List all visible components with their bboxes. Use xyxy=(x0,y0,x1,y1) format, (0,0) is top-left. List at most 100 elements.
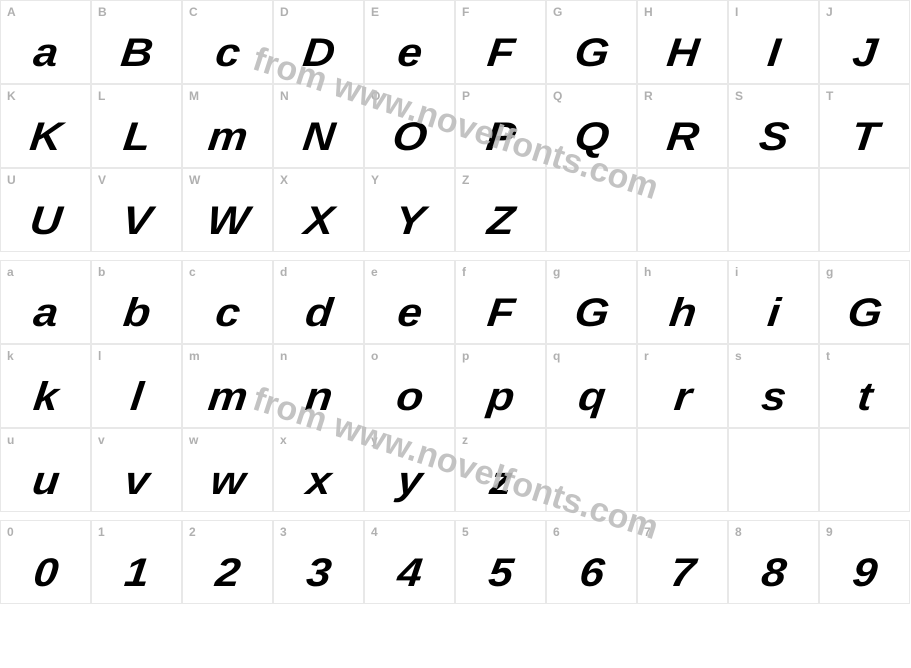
cell-glyph: H xyxy=(631,33,734,73)
glyph-cell: UU xyxy=(0,168,91,252)
cell-glyph: G xyxy=(540,33,643,73)
cell-glyph: h xyxy=(631,293,734,333)
cell-label: t xyxy=(826,349,830,363)
cell-glyph: J xyxy=(813,33,911,73)
cell-label: C xyxy=(189,5,198,19)
row-upper-UZ: UUVVWWXXYYZZ xyxy=(0,168,910,252)
cell-label: c xyxy=(189,265,196,279)
glyph-cell: 00 xyxy=(0,520,91,604)
cell-label: l xyxy=(98,349,101,363)
glyph-cell: NN xyxy=(273,84,364,168)
glyph-cell: FF xyxy=(455,0,546,84)
cell-glyph: G xyxy=(540,293,643,333)
cell-glyph: m xyxy=(176,377,279,417)
glyph-cell: ZZ xyxy=(455,168,546,252)
glyph-cell: Mm xyxy=(182,84,273,168)
glyph-cell: fF xyxy=(455,260,546,344)
glyph-cell: zz xyxy=(455,428,546,512)
glyph-cell: qq xyxy=(546,344,637,428)
cell-glyph: s xyxy=(722,377,825,417)
font-character-map: AaBBCcDDEeFFGGHHIIJJ KKLLMmNNOOPPQQRRSST… xyxy=(0,0,911,668)
glyph-cell: OO xyxy=(364,84,455,168)
glyph-cell: vv xyxy=(91,428,182,512)
glyph-cell: Cc xyxy=(182,0,273,84)
cell-label: V xyxy=(98,173,106,187)
cell-glyph: 9 xyxy=(813,553,911,593)
cell-glyph: W xyxy=(176,201,279,241)
glyph-cell xyxy=(637,428,728,512)
cell-label: L xyxy=(98,89,105,103)
cell-glyph: t xyxy=(813,377,911,417)
cell-label: E xyxy=(371,5,379,19)
cell-label: Z xyxy=(462,173,469,187)
glyph-cell: uu xyxy=(0,428,91,512)
cell-glyph: 1 xyxy=(85,553,188,593)
glyph-cell: YY xyxy=(364,168,455,252)
cell-label: p xyxy=(462,349,469,363)
cell-glyph: N xyxy=(267,117,370,157)
glyph-cell: GG xyxy=(546,0,637,84)
cell-glyph: o xyxy=(358,377,461,417)
cell-glyph: F xyxy=(449,33,552,73)
glyph-cell: cc xyxy=(182,260,273,344)
cell-label: D xyxy=(280,5,289,19)
glyph-cell: 44 xyxy=(364,520,455,604)
glyph-cell: PP xyxy=(455,84,546,168)
cell-glyph: 3 xyxy=(267,553,370,593)
glyph-cell xyxy=(819,168,910,252)
glyph-cell: TT xyxy=(819,84,910,168)
cell-glyph: P xyxy=(449,117,552,157)
cell-label: o xyxy=(371,349,378,363)
cell-label: Q xyxy=(553,89,562,103)
cell-glyph: K xyxy=(0,117,97,157)
cell-label: G xyxy=(553,5,562,19)
cell-label: r xyxy=(644,349,649,363)
cell-label: f xyxy=(462,265,466,279)
glyph-cell: 11 xyxy=(91,520,182,604)
cell-glyph: 4 xyxy=(358,553,461,593)
glyph-cell: KK xyxy=(0,84,91,168)
cell-glyph: D xyxy=(267,33,370,73)
cell-glyph: a xyxy=(0,293,97,333)
cell-glyph: F xyxy=(449,293,552,333)
glyph-cell: Aa xyxy=(0,0,91,84)
cell-label: e xyxy=(371,265,378,279)
glyph-cell: yy xyxy=(364,428,455,512)
glyph-cell: aa xyxy=(0,260,91,344)
cell-glyph: 0 xyxy=(0,553,97,593)
cell-glyph: w xyxy=(176,461,279,501)
glyph-cell: kk xyxy=(0,344,91,428)
cell-label: I xyxy=(735,5,738,19)
glyph-cell: ll xyxy=(91,344,182,428)
cell-label: y xyxy=(371,433,378,447)
cell-label: n xyxy=(280,349,287,363)
cell-glyph: e xyxy=(358,33,461,73)
row-upper-KT: KKLLMmNNOOPPQQRRSSTT xyxy=(0,84,910,168)
glyph-cell xyxy=(728,168,819,252)
cell-label: 9 xyxy=(826,525,833,539)
glyph-cell: SS xyxy=(728,84,819,168)
cell-label: g xyxy=(553,265,560,279)
cell-glyph: 5 xyxy=(449,553,552,593)
glyph-cell: gG xyxy=(819,260,910,344)
glyph-cell xyxy=(546,428,637,512)
cell-label: U xyxy=(7,173,16,187)
cell-label: 5 xyxy=(462,525,469,539)
cell-label: 7 xyxy=(644,525,651,539)
glyph-cell: II xyxy=(728,0,819,84)
glyph-cell: QQ xyxy=(546,84,637,168)
cell-label: 2 xyxy=(189,525,196,539)
cell-label: z xyxy=(462,433,468,447)
cell-glyph: O xyxy=(358,117,461,157)
cell-glyph: T xyxy=(813,117,911,157)
cell-glyph: n xyxy=(267,377,370,417)
cell-glyph: X xyxy=(267,201,370,241)
glyph-cell: nn xyxy=(273,344,364,428)
glyph-cell xyxy=(819,428,910,512)
cell-label: A xyxy=(7,5,16,19)
cell-glyph: S xyxy=(722,117,825,157)
cell-glyph: 8 xyxy=(722,553,825,593)
cell-glyph: a xyxy=(0,33,97,73)
row-spacer xyxy=(0,512,910,520)
glyph-cell: HH xyxy=(637,0,728,84)
